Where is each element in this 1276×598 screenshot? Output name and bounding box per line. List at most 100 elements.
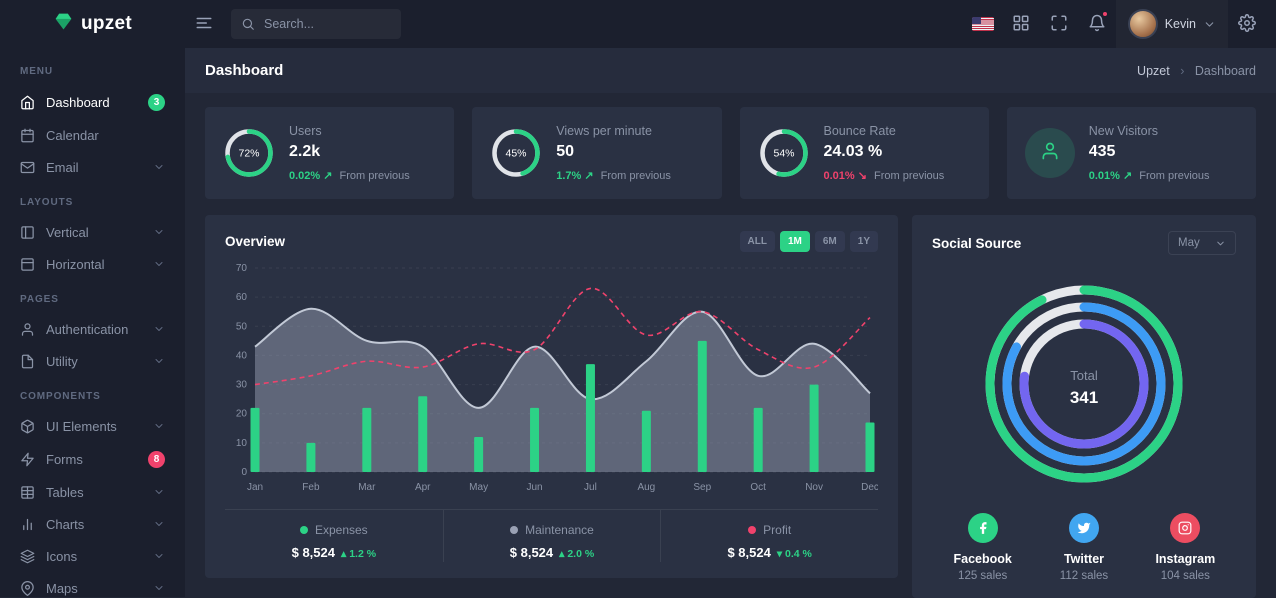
svg-text:Sep: Sep bbox=[693, 482, 711, 493]
stat-card-new-visitors: New Visitors 435 0.01% ↗From previous bbox=[1007, 107, 1256, 199]
range-button-1y[interactable]: 1Y bbox=[850, 231, 878, 252]
page-header: Dashboard Upzet › Dashboard bbox=[185, 48, 1276, 93]
range-button-1m[interactable]: 1M bbox=[780, 231, 810, 252]
bar-chart-icon bbox=[20, 517, 35, 532]
facebook-icon[interactable] bbox=[968, 513, 998, 543]
sidebar-item-vertical[interactable]: Vertical bbox=[0, 216, 185, 248]
topbar-actions: Kevin bbox=[964, 0, 1276, 48]
stat-delta: 0.01% ↘From previous bbox=[824, 169, 945, 182]
trend-down-icon: ↘ bbox=[858, 170, 867, 182]
map-pin-icon bbox=[20, 581, 35, 596]
svg-text:10: 10 bbox=[236, 438, 248, 449]
sidebar-item-label: Forms bbox=[46, 452, 137, 467]
social-item-twitter: Twitter 112 sales bbox=[1033, 513, 1134, 582]
settings-button[interactable] bbox=[1228, 0, 1266, 48]
apps-grid-button[interactable] bbox=[1002, 0, 1040, 48]
svg-text:Nov: Nov bbox=[805, 482, 823, 493]
svg-text:Mar: Mar bbox=[358, 482, 376, 493]
svg-text:Jul: Jul bbox=[584, 482, 597, 493]
chevron-down-icon bbox=[153, 161, 165, 173]
sidebar-item-forms[interactable]: Forms 8 bbox=[0, 442, 185, 476]
svg-text:54%: 54% bbox=[773, 148, 794, 160]
sidebar-item-label: Authentication bbox=[46, 322, 142, 337]
user-icon bbox=[1040, 141, 1060, 166]
social-source-title: Social Source bbox=[932, 236, 1021, 251]
svg-text:40: 40 bbox=[236, 350, 248, 361]
stat-delta: 0.01% ↗From previous bbox=[1089, 169, 1210, 182]
sidebar-item-authentication[interactable]: Authentication bbox=[0, 313, 185, 345]
sidebar-item-label: Utility bbox=[46, 354, 142, 369]
legend-dot bbox=[748, 526, 756, 534]
sidebar-item-dashboard[interactable]: Dashboard 3 bbox=[0, 85, 185, 119]
chevron-down-icon bbox=[153, 355, 165, 367]
legend-maintenance: Maintenance $ 8,524▴ 2.0 % bbox=[443, 510, 661, 562]
sidebar-item-email[interactable]: Email bbox=[0, 151, 185, 183]
language-flag-button[interactable] bbox=[964, 0, 1002, 48]
table-icon bbox=[20, 485, 35, 500]
svg-text:341: 341 bbox=[1070, 388, 1098, 407]
overview-legend: Expenses $ 8,524▴ 1.2 % Maintenance $ 8,… bbox=[225, 509, 878, 562]
svg-text:50: 50 bbox=[236, 321, 248, 332]
legend-dot bbox=[300, 526, 308, 534]
search-input[interactable] bbox=[262, 16, 391, 32]
gear-icon bbox=[1238, 14, 1256, 35]
period-select[interactable]: May bbox=[1168, 231, 1236, 255]
mail-icon bbox=[20, 160, 35, 175]
sidebar-item-maps[interactable]: Maps bbox=[0, 572, 185, 597]
avatar bbox=[1128, 9, 1158, 39]
stat-card-users: 72% Users 2.2k 0.02% ↗From previous bbox=[205, 107, 454, 199]
range-button-all[interactable]: ALL bbox=[740, 231, 775, 252]
menu-section-label: PAGES bbox=[0, 280, 185, 313]
sidebar-item-ui-elements[interactable]: UI Elements bbox=[0, 410, 185, 442]
menu-section-label: COMPONENTS bbox=[0, 377, 185, 410]
breadcrumb-link[interactable]: Upzet bbox=[1137, 64, 1170, 78]
fullscreen-button[interactable] bbox=[1040, 0, 1078, 48]
hamburger-icon bbox=[195, 14, 213, 35]
menu-section-label: MENU bbox=[0, 52, 185, 85]
svg-text:Apr: Apr bbox=[415, 482, 431, 493]
chevron-down-icon bbox=[153, 486, 165, 498]
sidebar-item-calendar[interactable]: Calendar bbox=[0, 119, 185, 151]
twitter-icon[interactable] bbox=[1069, 513, 1099, 543]
sidebar-item-horizontal[interactable]: Horizontal bbox=[0, 248, 185, 280]
stat-value: 435 bbox=[1089, 143, 1210, 161]
svg-text:Jun: Jun bbox=[526, 482, 542, 493]
chevron-down-icon bbox=[153, 323, 165, 335]
users-progress-ring: 72% bbox=[223, 127, 275, 179]
sidebar-item-label: Icons bbox=[46, 549, 142, 564]
bounce-progress-ring: 54% bbox=[758, 127, 810, 179]
sidebar-item-label: Email bbox=[46, 160, 142, 175]
svg-text:Total: Total bbox=[1070, 368, 1098, 383]
social-items: Facebook 125 sales Twitter 112 sales Ins… bbox=[932, 513, 1236, 582]
instagram-icon[interactable] bbox=[1170, 513, 1200, 543]
svg-text:20: 20 bbox=[236, 409, 248, 420]
stat-delta: 1.7% ↗From previous bbox=[556, 169, 671, 182]
logo[interactable]: upzet bbox=[0, 0, 185, 48]
notifications-button[interactable] bbox=[1078, 0, 1116, 48]
zap-icon bbox=[20, 452, 35, 467]
stat-card-bounce-rate: 54% Bounce Rate 24.03 % 0.01% ↘From prev… bbox=[740, 107, 989, 199]
menu-toggle-button[interactable] bbox=[185, 0, 223, 48]
stat-value: 50 bbox=[556, 143, 671, 161]
svg-text:72%: 72% bbox=[238, 148, 259, 160]
sidebar-item-charts[interactable]: Charts bbox=[0, 508, 185, 540]
user-menu[interactable]: Kevin bbox=[1116, 0, 1228, 48]
chevron-down-icon bbox=[153, 518, 165, 530]
chevron-down-icon bbox=[153, 226, 165, 238]
sidebar-item-tables[interactable]: Tables bbox=[0, 476, 185, 508]
sidebar-item-utility[interactable]: Utility bbox=[0, 345, 185, 377]
fullscreen-icon bbox=[1050, 14, 1068, 35]
stat-label: Bounce Rate bbox=[824, 124, 945, 138]
views-progress-ring: 45% bbox=[490, 127, 542, 179]
trend-up-icon: ↗ bbox=[323, 170, 332, 182]
legend-dot bbox=[510, 526, 518, 534]
sidebar-item-icons[interactable]: Icons bbox=[0, 540, 185, 572]
range-button-6m[interactable]: 6M bbox=[815, 231, 845, 252]
svg-text:30: 30 bbox=[236, 380, 248, 391]
sidebar-item-label: UI Elements bbox=[46, 419, 142, 434]
search-box bbox=[231, 9, 401, 39]
svg-text:45%: 45% bbox=[506, 148, 527, 160]
calendar-icon bbox=[20, 128, 35, 143]
